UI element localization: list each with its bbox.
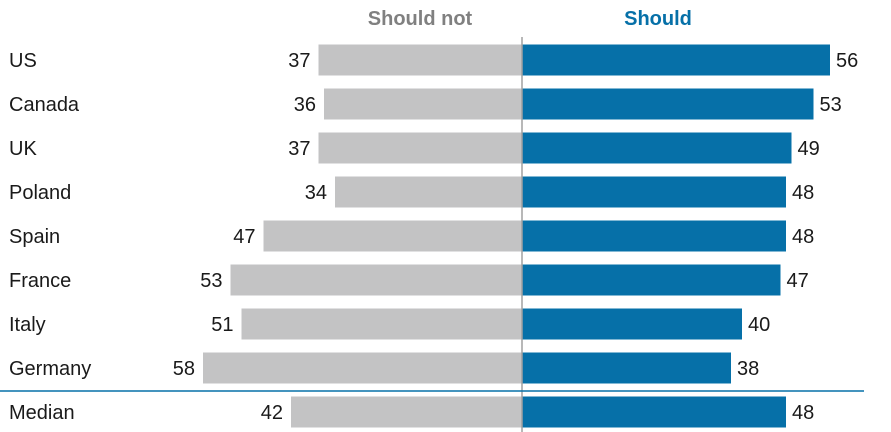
value-label-should-not-poland: 34: [305, 182, 327, 204]
row-germany: Germany 58 38: [9, 352, 759, 384]
value-label-should-not-france: 53: [200, 270, 222, 292]
bar-should-not-italy: [241, 308, 522, 340]
row-uk: UK 37 49: [9, 132, 820, 164]
value-label-should-italy: 40: [748, 314, 770, 336]
value-label-should-poland: 48: [792, 182, 814, 204]
bar-should-france: [522, 264, 781, 296]
value-label-should-canada: 53: [820, 94, 842, 116]
category-label-germany: Germany: [9, 358, 91, 380]
bar-should-germany: [522, 352, 731, 384]
value-label-should-not-spain: 47: [233, 226, 255, 248]
bar-should-us: [522, 44, 830, 76]
bar-should-not-canada: [324, 88, 522, 120]
bar-should-not-germany: [203, 352, 522, 384]
row-spain: Spain 47 48: [9, 220, 814, 252]
value-label-should-not-germany: 58: [173, 358, 195, 380]
bar-should-uk: [522, 132, 792, 164]
bar-should-poland: [522, 176, 786, 208]
legend-should-not: Should not: [368, 8, 473, 30]
category-label-canada: Canada: [9, 94, 80, 116]
category-label-median: Median: [9, 402, 75, 424]
row-us: US 37 56: [9, 44, 858, 76]
bar-should-not-spain: [263, 220, 522, 252]
row-italy: Italy 51 40: [9, 308, 770, 340]
chart-rows: US 37 56 Canada 36 53 UK 37 49 Poland 34 48 Spain 47 4…: [9, 44, 858, 428]
value-label-should-uk: 49: [798, 138, 820, 160]
legend-should: Should: [624, 8, 692, 30]
value-label-should-germany: 38: [737, 358, 759, 380]
value-label-should-median: 48: [792, 402, 814, 424]
value-label-should-not-canada: 36: [294, 94, 316, 116]
category-label-uk: UK: [9, 138, 37, 160]
value-label-should-not-italy: 51: [211, 314, 233, 336]
value-label-should-not-median: 42: [261, 402, 283, 424]
row-poland: Poland 34 48: [9, 176, 814, 208]
category-label-france: France: [9, 270, 71, 292]
row-france: France 53 47: [9, 264, 809, 296]
row-median: Median 42 48: [9, 396, 814, 428]
category-label-spain: Spain: [9, 226, 60, 248]
bar-should-italy: [522, 308, 742, 340]
category-label-us: US: [9, 50, 37, 72]
value-label-should-not-uk: 37: [288, 138, 310, 160]
row-canada: Canada 36 53: [9, 88, 842, 120]
category-label-italy: Italy: [9, 314, 46, 336]
bar-should-median: [522, 396, 786, 428]
bar-should-canada: [522, 88, 814, 120]
value-label-should-us: 56: [836, 50, 858, 72]
bar-should-not-us: [318, 44, 522, 76]
bar-should-not-poland: [335, 176, 522, 208]
value-label-should-spain: 48: [792, 226, 814, 248]
bar-should-spain: [522, 220, 786, 252]
bar-should-not-median: [291, 396, 522, 428]
bar-should-not-france: [230, 264, 522, 296]
category-label-poland: Poland: [9, 182, 71, 204]
value-label-should-france: 47: [787, 270, 809, 292]
value-label-should-not-us: 37: [288, 50, 310, 72]
bar-should-not-uk: [318, 132, 522, 164]
legend: Should not Should: [368, 8, 692, 30]
